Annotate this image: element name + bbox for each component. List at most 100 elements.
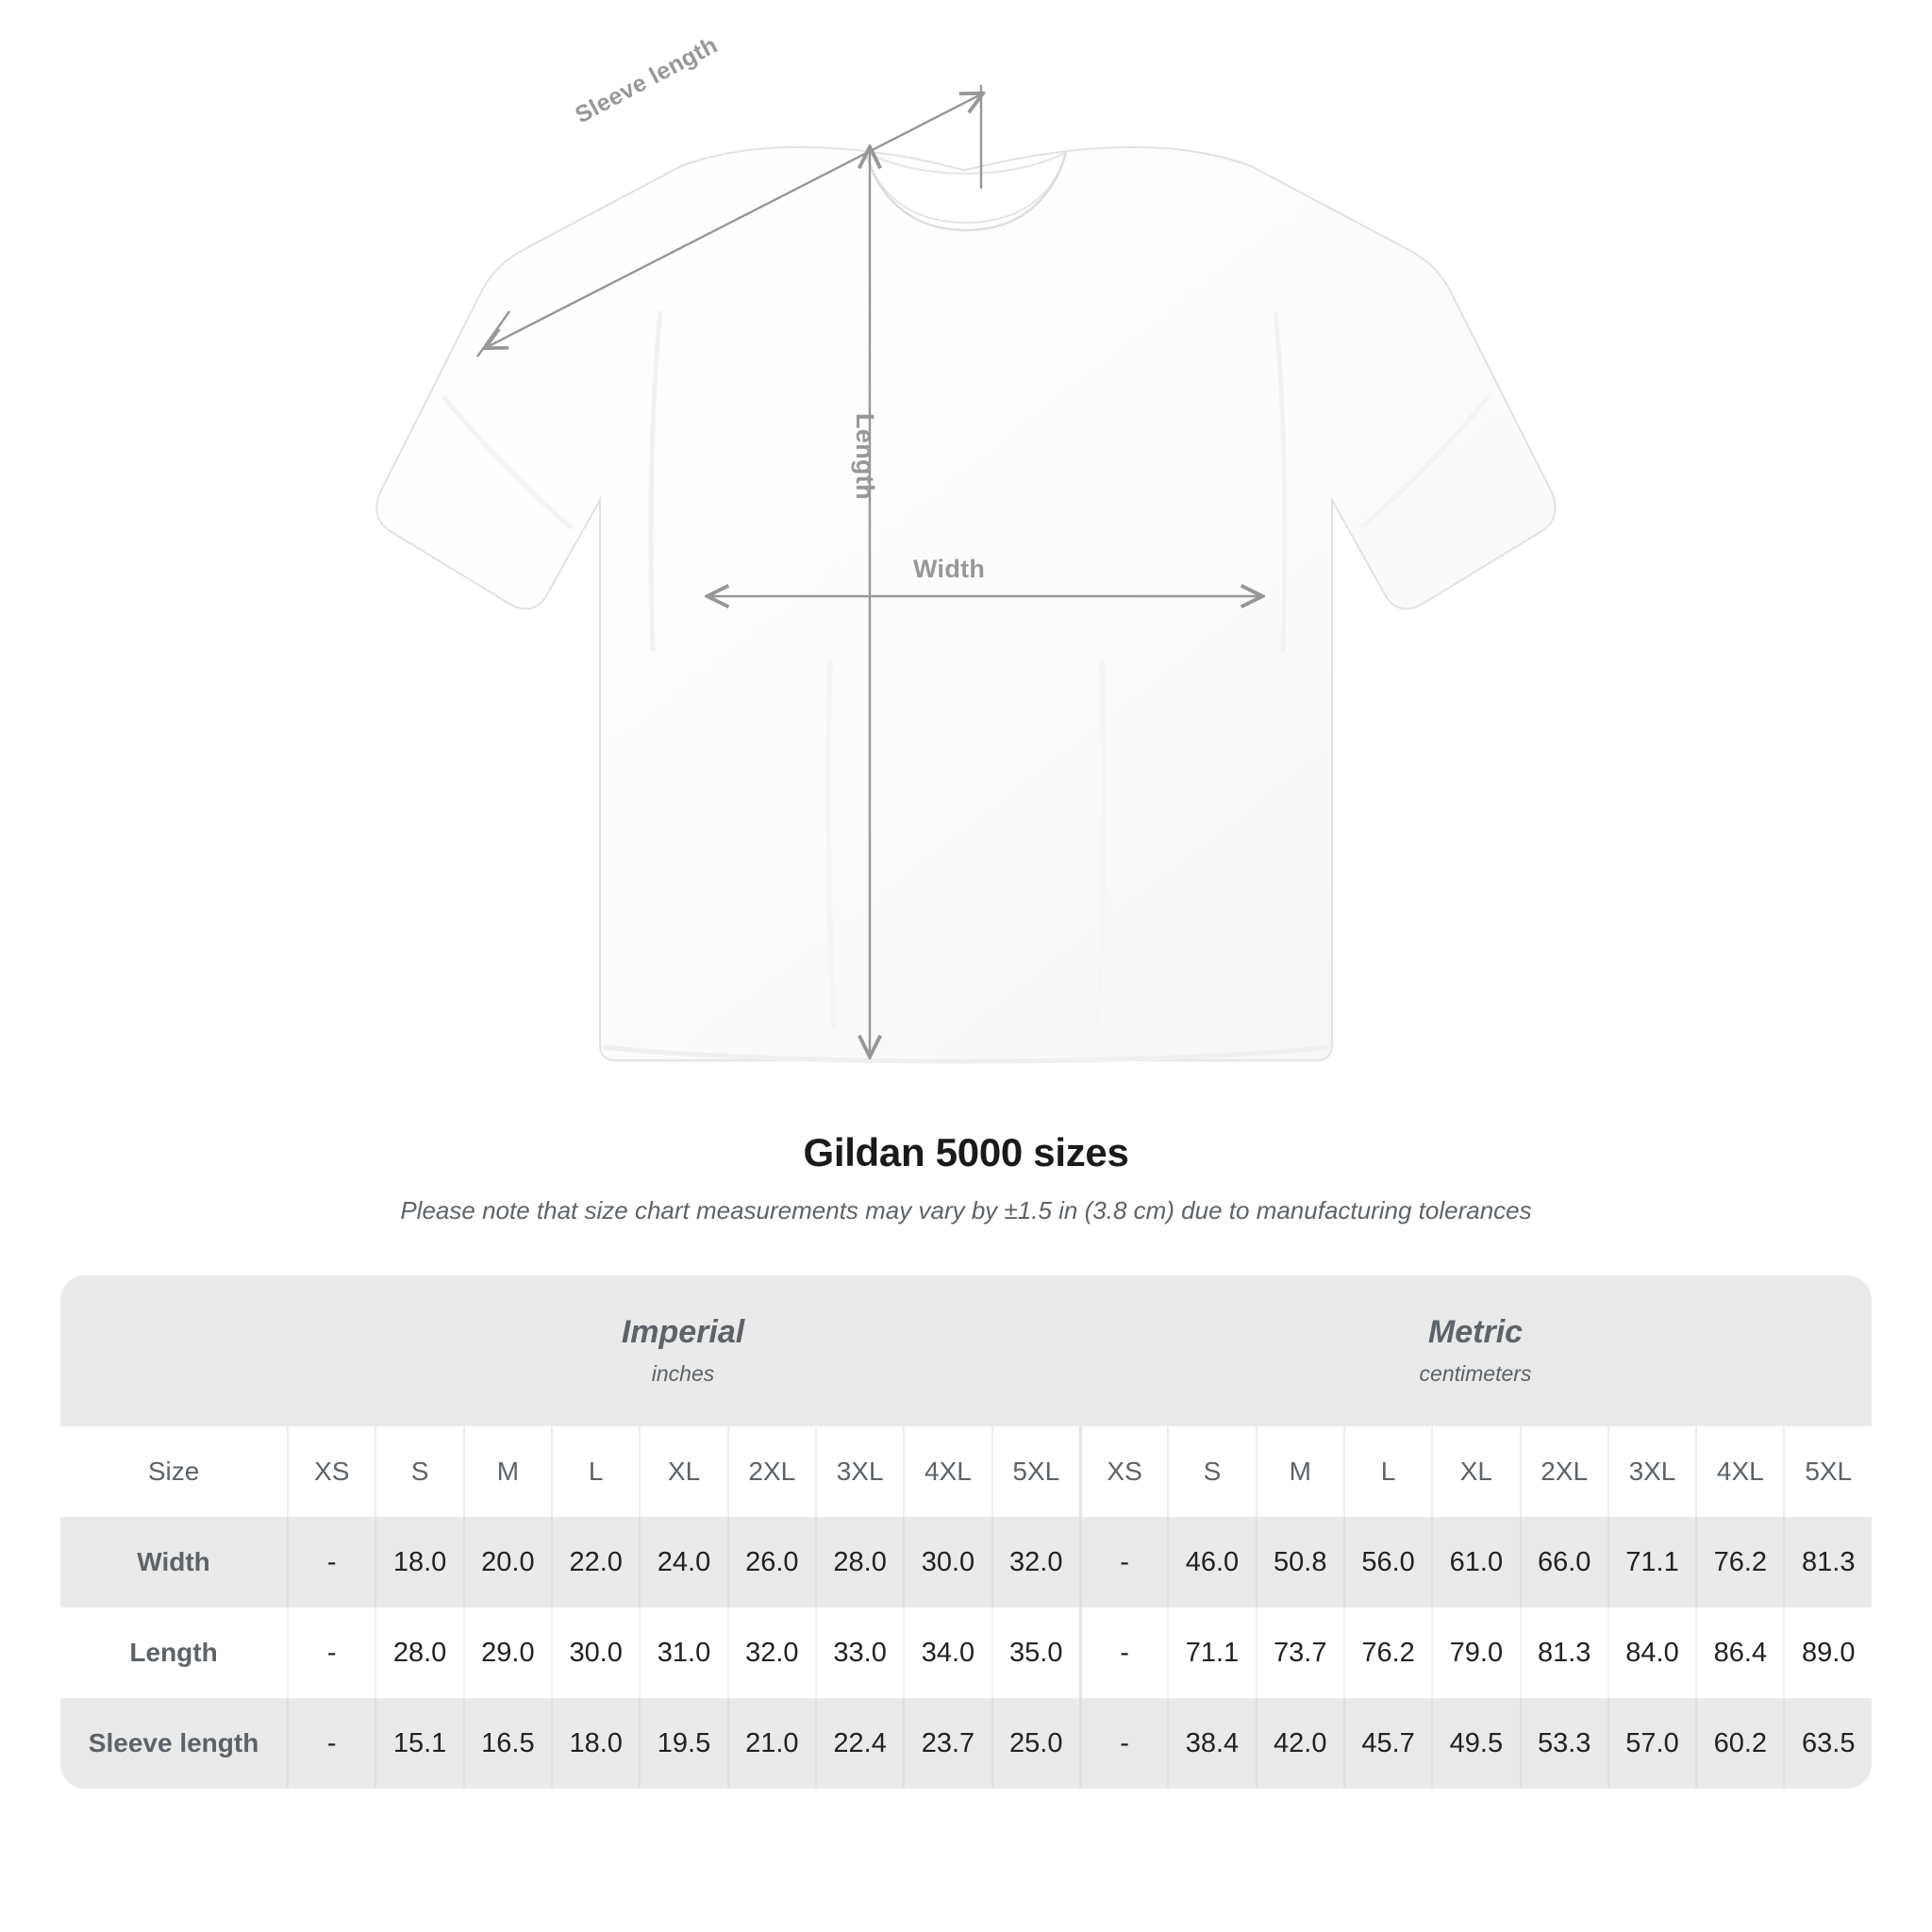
cell-sleeve-metric-xl: 49.5 — [1431, 1698, 1520, 1789]
cell-length-metric-5xl: 89.0 — [1783, 1607, 1872, 1698]
cell-length-metric-s: 71.1 — [1167, 1607, 1256, 1698]
cell-sleeve-imperial-5xl: 25.0 — [991, 1698, 1079, 1789]
size-col-metric-3xl: 3XL — [1607, 1426, 1696, 1517]
size-col-imperial-xl: XL — [639, 1426, 727, 1517]
size-header-label: Size — [60, 1426, 288, 1517]
cell-sleeve-metric-2xl: 53.3 — [1519, 1698, 1607, 1789]
size-col-imperial-4xl: 4XL — [903, 1426, 991, 1517]
size-col-metric-xl: XL — [1431, 1426, 1520, 1517]
cell-width-metric-xs: - — [1078, 1517, 1168, 1607]
cell-sleeve-imperial-3xl: 22.4 — [814, 1698, 904, 1789]
metric-unit-sub: centimeters — [1419, 1361, 1532, 1387]
cell-length-imperial-3xl: 33.0 — [814, 1607, 904, 1698]
title-block: Gildan 5000 sizes Please note that size … — [0, 1130, 1932, 1225]
cell-width-imperial-xs: - — [287, 1517, 375, 1607]
cell-width-metric-s: 46.0 — [1167, 1517, 1256, 1607]
size-col-metric-4xl: 4XL — [1695, 1426, 1784, 1517]
cell-length-metric-xs: - — [1078, 1607, 1168, 1698]
cell-length-metric-4xl: 86.4 — [1695, 1607, 1784, 1698]
cell-width-imperial-4xl: 30.0 — [903, 1517, 991, 1607]
cell-width-metric-5xl: 81.3 — [1783, 1517, 1872, 1607]
unit-header-row: Imperial inches Metric centimeters — [60, 1275, 1872, 1426]
cell-sleeve-imperial-s: 15.1 — [375, 1698, 463, 1789]
cell-length-imperial-4xl: 34.0 — [903, 1607, 991, 1698]
imperial-unit-name: Imperial — [621, 1313, 745, 1350]
cell-length-metric-m: 73.7 — [1255, 1607, 1343, 1698]
table-row: Width - 18.0 20.0 22.0 24.0 26.0 28.0 30… — [60, 1517, 1872, 1607]
cell-sleeve-imperial-l: 18.0 — [551, 1698, 640, 1789]
size-header-row: Size XS S M L XL 2XL 3XL 4XL 5XL XS S M … — [60, 1426, 1872, 1517]
size-col-metric-l: L — [1342, 1426, 1432, 1517]
cell-sleeve-imperial-4xl: 23.7 — [903, 1698, 991, 1789]
size-col-imperial-2xl: 2XL — [726, 1426, 815, 1517]
cell-width-imperial-3xl: 28.0 — [814, 1517, 904, 1607]
cell-length-metric-3xl: 84.0 — [1607, 1607, 1696, 1698]
cell-length-imperial-m: 29.0 — [462, 1607, 552, 1698]
tshirt-illustration-svg — [375, 85, 1557, 1064]
cell-width-metric-l: 56.0 — [1342, 1517, 1432, 1607]
cell-sleeve-metric-4xl: 60.2 — [1695, 1698, 1784, 1789]
tshirt-shape — [375, 145, 1557, 1064]
cell-width-metric-4xl: 76.2 — [1695, 1517, 1784, 1607]
size-col-metric-5xl: 5XL — [1783, 1426, 1872, 1517]
width-label: Width — [913, 555, 986, 583]
sleeve-dimension-line — [476, 85, 981, 358]
cell-sleeve-imperial-xl: 19.5 — [639, 1698, 727, 1789]
imperial-unit-sub: inches — [651, 1361, 715, 1387]
row-label-sleeve-length: Sleeve length — [60, 1698, 288, 1789]
cell-length-metric-xl: 79.0 — [1431, 1607, 1520, 1698]
cell-length-imperial-2xl: 32.0 — [726, 1607, 815, 1698]
size-col-metric-xs: XS — [1078, 1426, 1168, 1517]
size-col-imperial-5xl: 5XL — [991, 1426, 1079, 1517]
size-table: Imperial inches Metric centimeters Size … — [60, 1275, 1872, 1789]
cell-width-imperial-2xl: 26.0 — [726, 1517, 815, 1607]
size-col-metric-2xl: 2XL — [1519, 1426, 1607, 1517]
size-col-metric-m: M — [1255, 1426, 1343, 1517]
cell-width-imperial-m: 20.0 — [462, 1517, 552, 1607]
size-col-imperial-3xl: 3XL — [814, 1426, 904, 1517]
tolerance-note: Please note that size chart measurements… — [400, 1196, 1532, 1224]
cell-width-metric-3xl: 71.1 — [1607, 1517, 1696, 1607]
length-label: Length — [851, 413, 879, 500]
page-title: Gildan 5000 sizes — [803, 1130, 1129, 1174]
cell-sleeve-metric-m: 42.0 — [1255, 1698, 1343, 1789]
metric-unit-name: Metric — [1427, 1313, 1524, 1350]
cell-length-imperial-5xl: 35.0 — [991, 1607, 1079, 1698]
cell-length-imperial-s: 28.0 — [375, 1607, 463, 1698]
cell-length-imperial-xs: - — [287, 1607, 375, 1698]
row-label-length: Length — [60, 1607, 288, 1698]
cell-length-metric-2xl: 81.3 — [1519, 1607, 1607, 1698]
metric-unit-cell: Metric centimeters — [1078, 1275, 1872, 1426]
cell-length-imperial-xl: 31.0 — [639, 1607, 727, 1698]
cell-width-metric-xl: 61.0 — [1431, 1517, 1520, 1607]
cell-sleeve-imperial-m: 16.5 — [462, 1698, 552, 1789]
size-col-imperial-m: M — [462, 1426, 552, 1517]
cell-length-imperial-l: 30.0 — [551, 1607, 640, 1698]
size-col-imperial-l: L — [551, 1426, 640, 1517]
cell-length-metric-l: 76.2 — [1342, 1607, 1432, 1698]
imperial-unit-cell: Imperial inches — [287, 1275, 1079, 1426]
size-table-wrapper: Imperial inches Metric centimeters Size … — [60, 1275, 1872, 1789]
unit-header-spacer — [60, 1275, 288, 1426]
cell-sleeve-imperial-xs: - — [287, 1698, 375, 1789]
cell-width-imperial-l: 22.0 — [551, 1517, 640, 1607]
cell-sleeve-imperial-2xl: 21.0 — [726, 1698, 815, 1789]
cell-width-metric-m: 50.8 — [1255, 1517, 1343, 1607]
cell-sleeve-metric-s: 38.4 — [1167, 1698, 1256, 1789]
row-label-width: Width — [60, 1517, 288, 1607]
cell-sleeve-metric-l: 45.7 — [1342, 1698, 1432, 1789]
table-row: Length - 28.0 29.0 30.0 31.0 32.0 33.0 3… — [60, 1607, 1872, 1698]
size-col-metric-s: S — [1167, 1426, 1256, 1517]
cell-sleeve-metric-5xl: 63.5 — [1783, 1698, 1872, 1789]
cell-sleeve-metric-xs: - — [1078, 1698, 1168, 1789]
size-col-imperial-xs: XS — [287, 1426, 375, 1517]
tshirt-diagram: Sleeve length Length Width — [375, 32, 1557, 1064]
table-row: Sleeve length - 15.1 16.5 18.0 19.5 21.0… — [60, 1698, 1872, 1789]
cell-width-metric-2xl: 66.0 — [1519, 1517, 1607, 1607]
cell-width-imperial-5xl: 32.0 — [991, 1517, 1079, 1607]
cell-width-imperial-xl: 24.0 — [639, 1517, 727, 1607]
size-col-imperial-s: S — [375, 1426, 463, 1517]
cell-width-imperial-s: 18.0 — [375, 1517, 463, 1607]
cell-sleeve-metric-3xl: 57.0 — [1607, 1698, 1696, 1789]
